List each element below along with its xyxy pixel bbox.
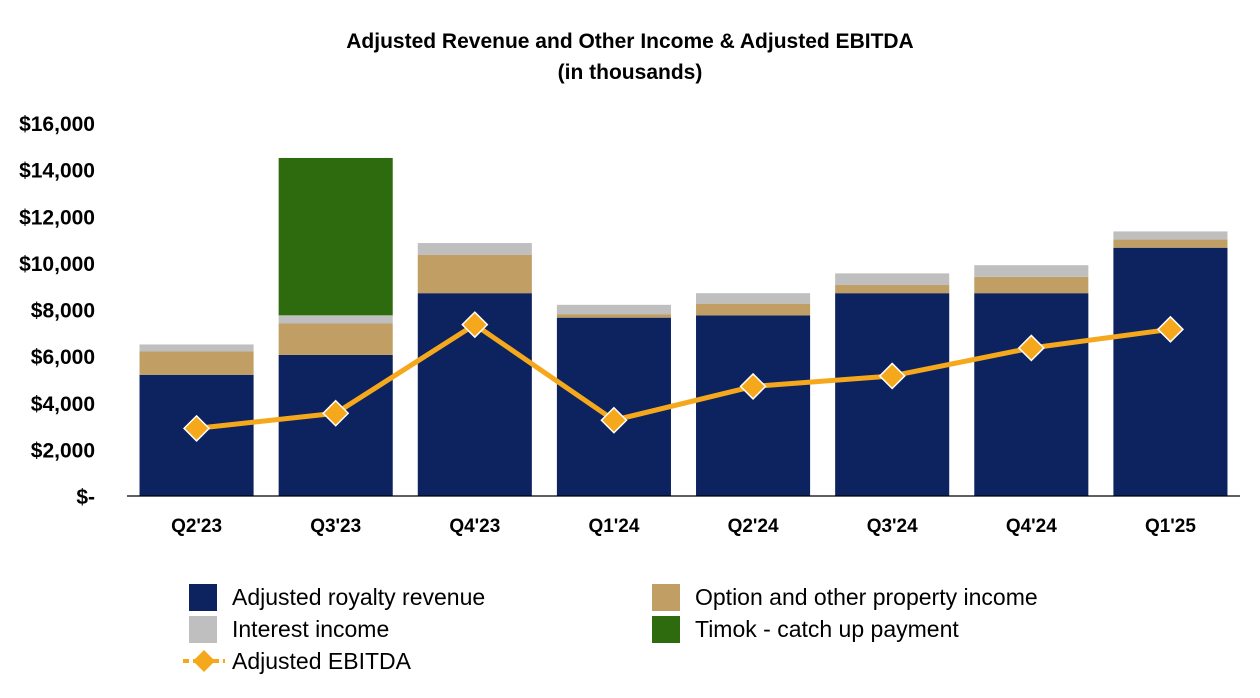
ebitda-point [183,414,211,442]
y-tick-label: $6,000 [31,346,95,369]
legend: Adjusted royalty revenue Option and other… [183,584,1038,674]
ebitda-line-group [183,311,1184,442]
y-axis: $- $2,000 $4,000 $6,000 $8,000 $10,000 $12,000… [19,113,95,509]
y-tick-label: $14,000 [19,160,95,183]
legend-label: Timok - catch up payment [695,616,959,642]
legend-diamond-marker [193,650,215,672]
legend-swatch [189,584,217,611]
ebitda-series-line [196,322,1171,431]
legend-swatch [652,616,680,643]
ebitda-point [322,399,350,427]
bar-segment [835,273,950,286]
x-tick-label: Q1'24 [588,516,639,537]
x-tick-label: Q3'24 [867,516,918,537]
bar-segment [974,265,1089,277]
legend-label: Adjusted royalty revenue [232,584,485,610]
bar-segment [278,315,393,324]
x-tick-label: Q4'24 [1006,516,1057,537]
y-tick-label: $- [76,486,95,509]
y-tick-label: $16,000 [19,113,95,136]
bar-segment [556,314,671,318]
x-axis: Q2'23 Q3'23 Q4'23 Q1'24 Q2'24 Q3'24 Q4'24 Q1'25 [171,516,1196,537]
x-tick-label: Q4'23 [449,516,500,537]
bar-segment [1113,247,1228,496]
y-tick-label: $12,000 [19,206,95,229]
bar-segment [139,351,254,375]
ebitda-point [1017,334,1045,362]
bar-segment [974,276,1089,294]
bar-segment [1113,239,1228,248]
bar-segment [278,157,393,316]
y-tick-label: $8,000 [31,300,95,323]
bar-segment [278,323,393,355]
bar-segment [835,293,950,496]
x-tick-label: Q1'25 [1145,516,1196,537]
chart-title: Adjusted Revenue and Other Income & Adju… [346,30,913,53]
x-tick-label: Q2'24 [728,516,779,537]
bars [139,157,1228,496]
bar-segment [1113,231,1228,240]
bar-segment [696,303,811,316]
x-tick-label: Q3'23 [310,516,361,537]
ebitda-point [1156,315,1184,343]
y-tick-label: $4,000 [31,393,95,416]
legend-label: Option and other property income [695,584,1038,610]
legend-swatch [189,616,217,643]
legend-label: Adjusted EBITDA [232,648,412,674]
ebitda-point [878,362,906,390]
bar-segment [835,285,950,294]
bar-segment [696,293,811,304]
bar-segment [139,344,254,352]
ebitda-point [461,311,489,339]
x-tick-label: Q2'23 [171,516,222,537]
legend-swatch [652,584,680,611]
chart-subtitle: (in thousands) [558,61,703,84]
bar-segment [417,243,532,255]
bar-segment [696,315,811,496]
ebitda-point [739,372,767,400]
y-tick-label: $10,000 [19,253,95,276]
bar-segment [556,304,671,315]
ebitda-point [600,406,628,434]
bar-segment [417,254,532,294]
bar-segment [974,293,1089,496]
y-tick-label: $2,000 [31,439,95,462]
legend-label: Interest income [232,616,389,642]
